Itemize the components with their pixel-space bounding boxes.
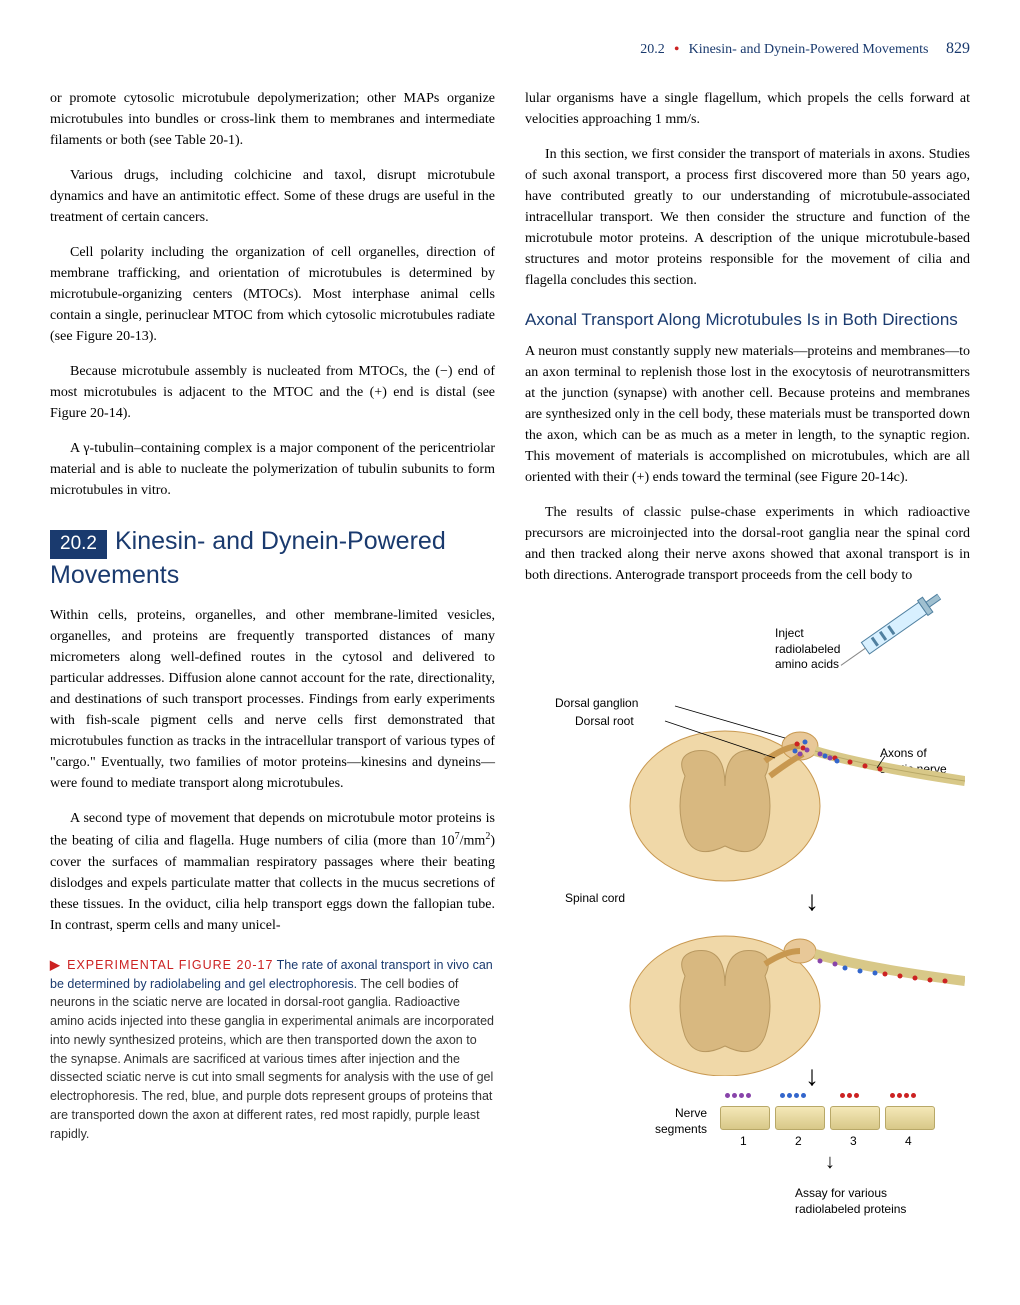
para-4: Because microtubule assembly is nucleate… xyxy=(50,361,495,424)
seg-num-1: 1 xyxy=(740,1134,747,1150)
section-heading-text: Kinesin- and Dynein-Powered Movements xyxy=(50,527,446,589)
subsection-heading: Axonal Transport Along Microtubules Is i… xyxy=(525,309,970,331)
section-heading: 20.2Kinesin- and Dynein-Powered Movement… xyxy=(50,525,495,591)
r-para-3: A neuron must constantly supply new mate… xyxy=(525,341,970,488)
para-5: A γ-tubulin–containing complex is a majo… xyxy=(50,438,495,501)
para-2: Various drugs, including colchicine and … xyxy=(50,165,495,228)
spinal-cord-top xyxy=(625,686,965,886)
dots-seg4 xyxy=(890,1093,916,1098)
para-7-a: A second type of movement that depends o… xyxy=(50,811,495,849)
label-spinal-cord: Spinal cord xyxy=(565,891,625,907)
dots-seg3 xyxy=(840,1093,859,1098)
para-7: A second type of movement that depends o… xyxy=(50,808,495,936)
figure-label: EXPERIMENTAL FIGURE 20-17 xyxy=(67,958,273,972)
label-inject: Inject radiolabeled amino acids xyxy=(775,626,840,673)
arrow-down-2: ↓ xyxy=(805,1061,819,1093)
header-section-title: Kinesin- and Dynein-Powered Movements xyxy=(689,42,929,57)
label-assay: Assay for various radiolabeled proteins xyxy=(795,1186,906,1217)
page-header: 20.2 • Kinesin- and Dynein-Powered Movem… xyxy=(50,40,970,58)
para-1: or promote cytosolic microtubule depolym… xyxy=(50,88,495,151)
header-section-num: 20.2 xyxy=(640,42,665,57)
figure-caption: ▶ EXPERIMENTAL FIGURE 20-17 The rate of … xyxy=(50,956,495,1144)
dots-seg1 xyxy=(725,1093,751,1098)
nerve-segment-1 xyxy=(720,1106,770,1130)
left-column: or promote cytosolic microtubule depolym… xyxy=(50,88,495,1226)
section-badge: 20.2 xyxy=(50,530,107,559)
two-column-layout: or promote cytosolic microtubule depolym… xyxy=(50,88,970,1226)
figure-20-17: Inject radiolabeled amino acids Dorsal g… xyxy=(525,606,970,1226)
header-page-num: 829 xyxy=(946,40,970,57)
r-para-1: lular organisms have a single flagellum,… xyxy=(525,88,970,130)
label-nerve-segments: Nerve segments xyxy=(655,1106,707,1137)
syringe-icon xyxy=(832,584,948,677)
arrow-down-1: ↓ xyxy=(805,886,819,918)
figure-body: The cell bodies of neurons in the sciati… xyxy=(50,977,494,1141)
header-dot: • xyxy=(674,42,679,57)
spinal-cord-middle xyxy=(625,926,965,1076)
arrow-down-3: ↓ xyxy=(825,1151,835,1174)
right-column: lular organisms have a single flagellum,… xyxy=(525,88,970,1226)
dots-seg2 xyxy=(780,1093,806,1098)
para-7-b: /mm xyxy=(460,834,486,849)
seg-num-2: 2 xyxy=(795,1134,802,1150)
seg-num-3: 3 xyxy=(850,1134,857,1150)
r-para-2: In this section, we first consider the t… xyxy=(525,144,970,291)
nerve-segment-2 xyxy=(775,1106,825,1130)
para-6: Within cells, proteins, organelles, and … xyxy=(50,605,495,794)
para-3: Cell polarity including the organization… xyxy=(50,242,495,347)
r-para-4: The results of classic pulse-chase exper… xyxy=(525,502,970,586)
nerve-segment-4 xyxy=(885,1106,935,1130)
nerve-segment-3 xyxy=(830,1106,880,1130)
seg-num-4: 4 xyxy=(905,1134,912,1150)
caption-arrow-icon: ▶ xyxy=(50,958,60,972)
